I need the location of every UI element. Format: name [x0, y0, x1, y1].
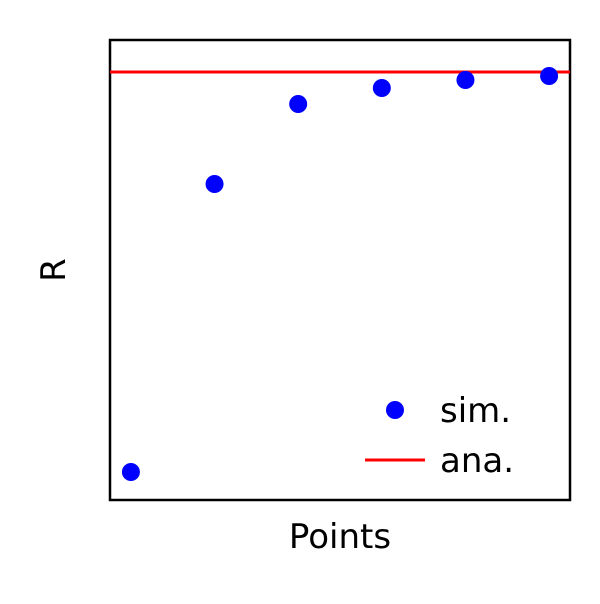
legend: sim. ana. [365, 391, 514, 481]
scatter-point [206, 175, 224, 193]
scatter-point [456, 71, 474, 89]
legend-label-ana: ana. [440, 441, 514, 481]
chart-svg: Points R sim. ana. [0, 0, 600, 600]
x-axis-label: Points [289, 517, 391, 557]
scatter-point [289, 95, 307, 113]
chart-container: Points R sim. ana. [0, 0, 600, 600]
plot-area-border [110, 40, 570, 500]
scatter-point [373, 79, 391, 97]
scatter-point [122, 463, 140, 481]
legend-marker-sim [386, 401, 404, 419]
scatter-point [540, 67, 558, 85]
y-axis-label: R [34, 258, 74, 282]
legend-label-sim: sim. [440, 391, 511, 431]
